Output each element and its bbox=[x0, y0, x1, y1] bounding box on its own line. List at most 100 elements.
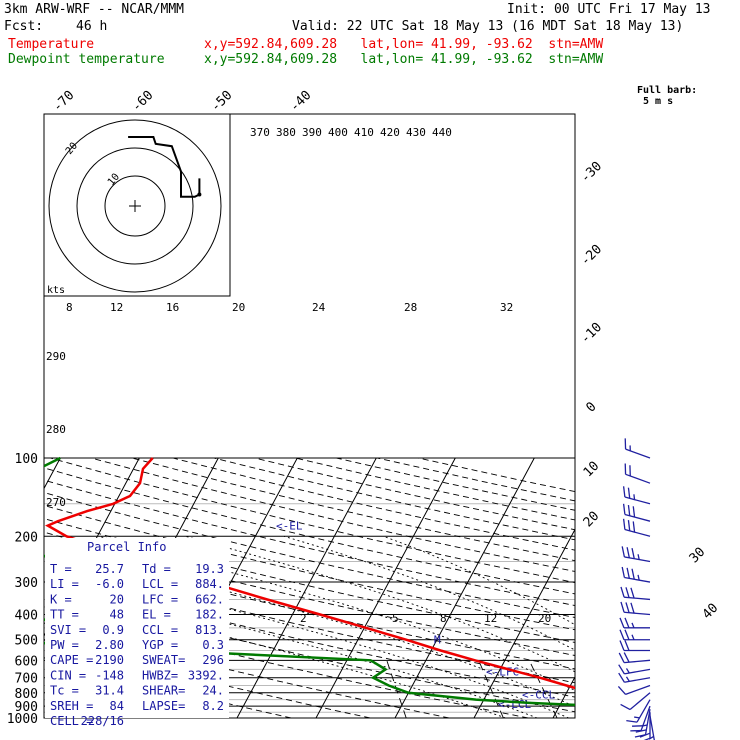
isotherm bbox=[315, 457, 456, 718]
barb-half-flag bbox=[637, 574, 640, 581]
isotherm-label: 30 bbox=[687, 545, 709, 567]
barb-half-flag bbox=[633, 494, 636, 500]
barb-flag bbox=[624, 617, 630, 629]
barb-flag bbox=[632, 506, 636, 518]
parcel-info-key: EL = bbox=[142, 608, 171, 622]
isotherm-label: -30 bbox=[578, 159, 605, 186]
barb-flag bbox=[627, 504, 631, 516]
mixing-ratio-line bbox=[528, 660, 558, 718]
parcel-info-value: 2.80 bbox=[95, 638, 124, 652]
parcel-info-value: 20 bbox=[110, 592, 124, 606]
parcel-info-key: TT = bbox=[50, 608, 79, 622]
parcel-info-value: 228/16 bbox=[81, 714, 124, 728]
dry-adiabat-label: 290 bbox=[46, 350, 66, 363]
wind-barbs bbox=[617, 438, 655, 740]
hodograph-units: kts bbox=[47, 285, 65, 296]
isotherm-label: -20 bbox=[578, 242, 605, 269]
level-marker: <-CCL bbox=[522, 689, 555, 702]
barb-flag bbox=[643, 737, 651, 740]
barb-flag bbox=[625, 602, 630, 613]
parcel-info-value: 2190 bbox=[95, 653, 124, 667]
wind-barb bbox=[621, 546, 651, 563]
barb-half-flag bbox=[637, 554, 640, 560]
parcel-info-key: Td = bbox=[142, 562, 171, 576]
parcel-info-key: CELL = bbox=[50, 714, 93, 728]
forecast-label: Fcst: bbox=[4, 19, 44, 34]
parcel-info-value: 182. bbox=[195, 608, 224, 622]
mixing-ratio-label: 8 bbox=[440, 612, 447, 625]
wind-barb bbox=[622, 503, 651, 522]
theta-label: 380 bbox=[276, 126, 296, 139]
parcel-info-key: PW = bbox=[50, 638, 79, 652]
pressure-tick-label: 600 bbox=[15, 654, 38, 669]
parcel-info-panel: Parcel Info T = 25.7 Td = 19.3 LI = -6.0 LCL = 8… bbox=[45, 538, 229, 728]
wind-barb bbox=[626, 699, 651, 723]
temperature-location: x,y=592.84,609.28 lat,lon= 41.99, -93.62… bbox=[204, 37, 604, 52]
barb-staff bbox=[649, 715, 655, 740]
isotherm bbox=[711, 458, 740, 718]
barb-flag bbox=[632, 521, 636, 533]
wind-barb bbox=[624, 438, 651, 459]
theta-e-label: 24 bbox=[312, 301, 326, 314]
wind-barb bbox=[620, 601, 651, 616]
isotherm bbox=[632, 458, 740, 718]
mixing-ratio-label: 2 bbox=[300, 612, 307, 625]
barb-staff bbox=[629, 692, 651, 711]
parcel-info-title: Parcel Info bbox=[87, 540, 166, 554]
barb-staff bbox=[624, 528, 651, 537]
barb-flag bbox=[620, 703, 631, 711]
parcel-info-value: -148 bbox=[95, 668, 124, 682]
pressure-tick-label: 700 bbox=[15, 672, 38, 687]
barb-staff bbox=[625, 473, 651, 484]
isotherm-label: 10 bbox=[581, 459, 603, 481]
dry-adiabat bbox=[213, 457, 575, 541]
parcel-info-key: CCL = bbox=[142, 623, 178, 637]
parcel-info-value: 31.4 bbox=[95, 684, 124, 698]
barb-flag bbox=[634, 734, 646, 738]
dry-adiabat bbox=[44, 606, 529, 718]
init-time: Init: 00 UTC Fri 17 May 13 bbox=[507, 2, 711, 17]
level-marker: <-EL bbox=[276, 520, 303, 533]
parcel-info-value: 813. bbox=[195, 623, 224, 637]
isotherm-label: -70 bbox=[50, 88, 77, 115]
parcel-info-key: LAPSE= bbox=[142, 699, 185, 713]
wind-barb bbox=[630, 705, 651, 732]
parcel-info-value: 48 bbox=[110, 608, 124, 622]
wind-barb bbox=[618, 652, 651, 664]
barb-staff bbox=[624, 556, 651, 563]
dewpoint-legend: Dewpoint temperature bbox=[8, 52, 165, 67]
wind-barb bbox=[621, 566, 651, 583]
barb-flag bbox=[621, 566, 626, 578]
barb-staff bbox=[625, 684, 651, 696]
isotherm-label: -40 bbox=[287, 88, 314, 115]
isotherm-label: 40 bbox=[700, 601, 722, 623]
barb-legend-title: Full barb: bbox=[637, 85, 697, 96]
barb-flag bbox=[630, 602, 635, 614]
theta-label: 390 bbox=[302, 126, 322, 139]
wind-barb bbox=[618, 672, 651, 683]
parcel-info-key: CAPE = bbox=[50, 653, 93, 667]
barb-flag bbox=[617, 685, 627, 695]
hodograph-ring bbox=[76, 147, 194, 265]
parcel-info-key: LI = bbox=[50, 577, 79, 591]
theta-e-label: 32 bbox=[500, 301, 513, 314]
barb-staff bbox=[624, 576, 651, 583]
barb-flag bbox=[619, 617, 625, 629]
pressure-tick-label: 200 bbox=[15, 530, 38, 545]
barb-flag bbox=[627, 487, 631, 499]
isotherm-label: -60 bbox=[129, 88, 156, 115]
pressure-tick-label: 1000 bbox=[7, 712, 38, 727]
parcel-info-value: 0.9 bbox=[102, 623, 124, 637]
wind-barb bbox=[622, 518, 651, 537]
dry-adiabat-label: 270 bbox=[46, 496, 66, 509]
mixing-ratio-label: 20 bbox=[538, 612, 551, 625]
parcel-info-key: HWBZ= bbox=[142, 668, 178, 682]
isotherm-label: 20 bbox=[581, 509, 603, 531]
isotherm-label: 0 bbox=[583, 399, 599, 415]
barb-flag bbox=[627, 520, 631, 531]
parcel-info-value: 25.7 bbox=[95, 562, 124, 576]
theta-e-label: 12 bbox=[110, 301, 123, 314]
forecast-hour: 46 h bbox=[76, 19, 108, 34]
barb-flag bbox=[630, 587, 635, 599]
